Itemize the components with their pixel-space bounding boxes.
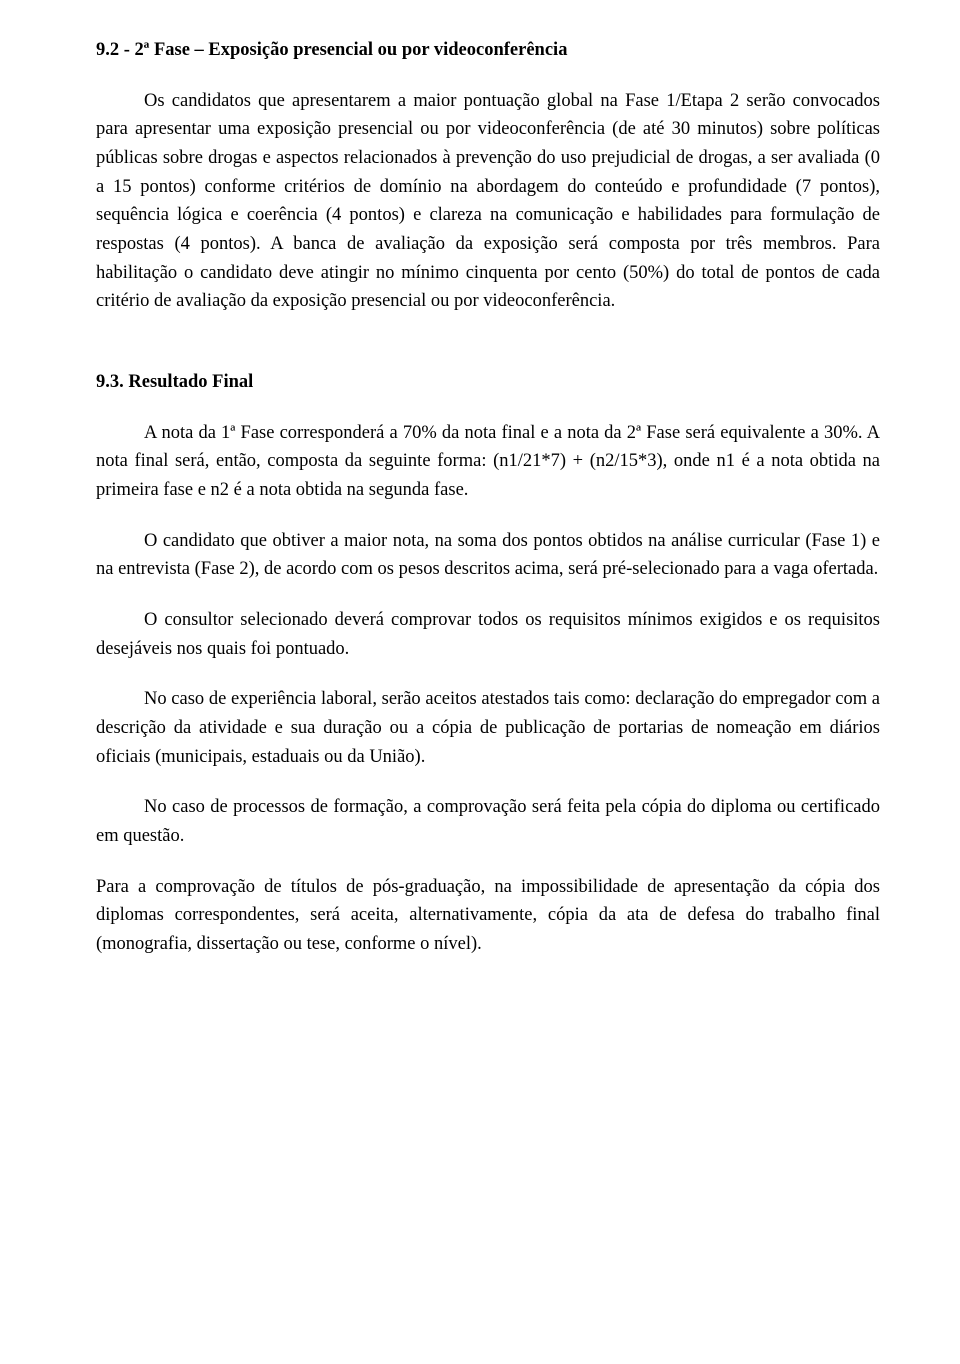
paragraph-93-3: O consultor selecionado deverá comprovar… — [96, 606, 880, 663]
paragraph-93-6: Para a comprovação de títulos de pós-gra… — [96, 873, 880, 959]
paragraph-92-1: Os candidatos que apresentarem a maior p… — [96, 87, 880, 316]
section-heading-92: 9.2 - 2ª Fase – Exposição presencial ou … — [96, 36, 880, 65]
section-heading-93: 9.3. Resultado Final — [96, 368, 880, 397]
paragraph-93-4: No caso de experiência laboral, serão ac… — [96, 685, 880, 771]
paragraph-93-5: No caso de processos de formação, a comp… — [96, 793, 880, 850]
paragraph-93-2: O candidato que obtiver a maior nota, na… — [96, 527, 880, 584]
paragraph-93-1: A nota da 1ª Fase corresponderá a 70% da… — [96, 419, 880, 505]
